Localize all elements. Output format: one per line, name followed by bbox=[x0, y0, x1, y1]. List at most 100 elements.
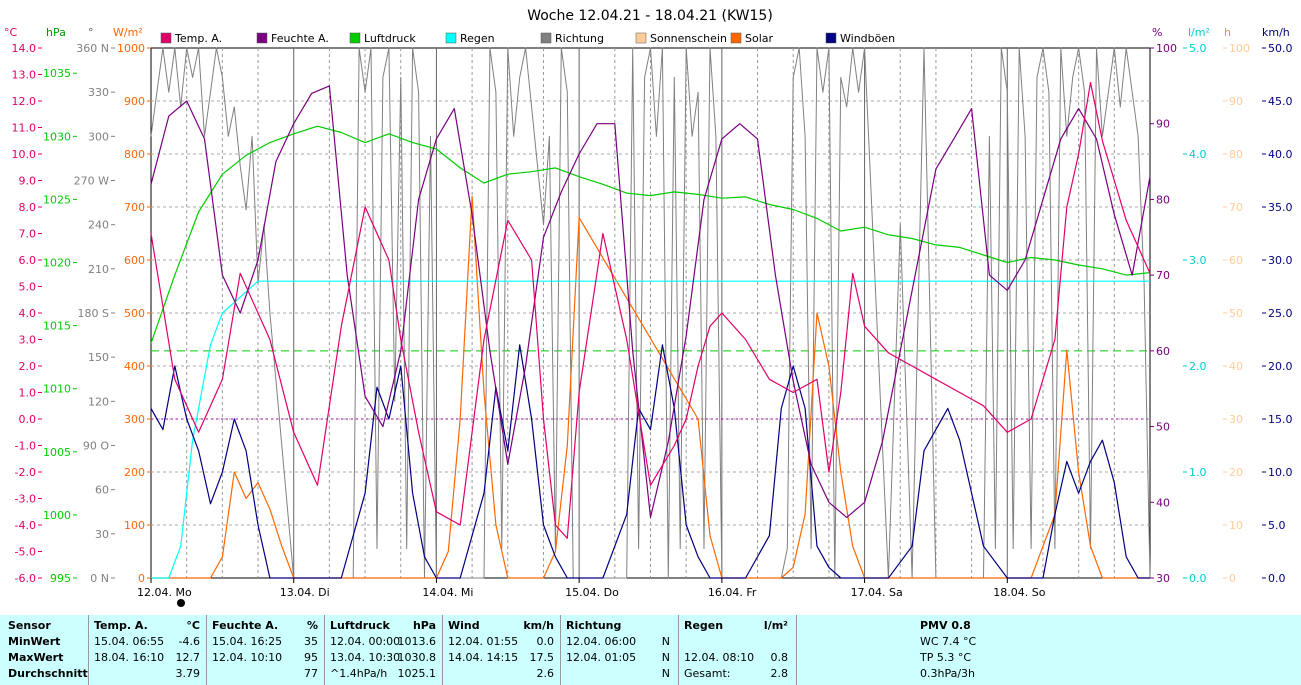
current-day-marker bbox=[177, 599, 185, 607]
tick-solar-10: 0 bbox=[138, 572, 145, 585]
series-temp-a- bbox=[150, 81, 1151, 539]
unit-sun: h bbox=[1224, 26, 1231, 39]
tick-pressure-2: 1025 bbox=[43, 193, 71, 206]
tick-temp-10: 4.0 bbox=[19, 307, 37, 320]
tick-sun-3: 70 bbox=[1229, 201, 1243, 214]
tick-solar-9: 100 bbox=[124, 519, 145, 532]
legend-swatch-3 bbox=[445, 32, 457, 44]
x-label-0: 12.04. Mo bbox=[137, 586, 192, 599]
temp-min-value: -4.6 bbox=[178, 635, 200, 648]
x-label-5: 17.04. Sa bbox=[851, 586, 903, 599]
tick-sun-1: 90 bbox=[1229, 95, 1243, 108]
tick-wind-5: 25.0 bbox=[1268, 307, 1293, 320]
dir-min-time: 12.04. 06:00 bbox=[566, 635, 637, 648]
hum-max-value: 95 bbox=[304, 651, 318, 664]
tick-rain-1: 4.0 bbox=[1189, 148, 1207, 161]
tick-rain-5: 0.0 bbox=[1189, 572, 1207, 585]
tick-direction-6: 180 S bbox=[78, 307, 109, 320]
tick-sun-10: 0 bbox=[1229, 572, 1236, 585]
hdr-hum: Feuchte A. bbox=[212, 619, 279, 632]
x-label-2: 14.04. Mi bbox=[422, 586, 473, 599]
hum-min-time: 15.04. 16:25 bbox=[212, 635, 283, 648]
tick-humidity-0: 100 bbox=[1156, 42, 1177, 55]
legend-label-5: Sonnenschein bbox=[650, 32, 727, 45]
tick-temp-18: -4.0 bbox=[15, 519, 36, 532]
series-regen bbox=[151, 280, 1150, 579]
dir-max-value: N bbox=[661, 651, 670, 664]
tick-wind-6: 20.0 bbox=[1268, 360, 1293, 373]
hdr-dir: Richtung bbox=[566, 619, 622, 632]
rain-max-value: 0.8 bbox=[770, 651, 789, 664]
hdr-temp: Temp. A. bbox=[94, 619, 148, 632]
chart-title: Woche 12.04.21 - 18.04.21 (KW15) bbox=[527, 8, 773, 24]
hdr-sensor: Sensor bbox=[8, 619, 51, 632]
unit-rain: l/m² bbox=[1188, 26, 1210, 39]
temp-min-time: 15.04. 06:55 bbox=[94, 635, 165, 648]
hdr-temp-unit: °C bbox=[186, 619, 200, 632]
tick-pressure-8: 995 bbox=[50, 572, 71, 585]
tick-humidity-6: 40 bbox=[1156, 496, 1170, 509]
row-label-avg: Durchschnitt bbox=[8, 667, 88, 680]
wind-min-time: 12.04. 01:55 bbox=[448, 635, 519, 648]
legend-label-7: Windböen bbox=[840, 32, 895, 45]
tick-temp-20: -6.0 bbox=[15, 572, 36, 585]
tick-temp-16: -2.0 bbox=[15, 466, 36, 479]
unit-wind: km/h bbox=[1262, 26, 1290, 39]
tick-solar-7: 300 bbox=[124, 413, 145, 426]
tick-solar-0: 1000 bbox=[117, 42, 145, 55]
hum-avg-value: 77 bbox=[304, 667, 318, 680]
pmv-pressure-trend: 0.3hPa/3h bbox=[920, 667, 976, 680]
tick-temp-5: 9.0 bbox=[19, 175, 37, 188]
tick-pressure-7: 1000 bbox=[43, 509, 71, 522]
tick-direction-4: 240 bbox=[88, 219, 109, 232]
tick-humidity-7: 30 bbox=[1156, 572, 1170, 585]
wind-min-value: 0.0 bbox=[536, 635, 555, 648]
tick-direction-12: 0 N bbox=[90, 572, 109, 585]
x-axis-labels: 12.04. Mo 13.04. Di 14.04. Mi 15.04. Do 16.0… bbox=[137, 578, 1046, 599]
tick-temp-3: 11.0 bbox=[12, 122, 37, 135]
tick-wind-3: 35.0 bbox=[1268, 201, 1293, 214]
tick-sun-8: 20 bbox=[1229, 466, 1243, 479]
wind-max-value: 17.5 bbox=[529, 651, 555, 664]
tick-temp-4: 10.0 bbox=[12, 148, 37, 161]
rain-total-label: Gesamt: bbox=[684, 667, 731, 680]
legend-swatch-2 bbox=[349, 32, 361, 44]
tick-temp-12: 2.0 bbox=[19, 360, 37, 373]
rain-max-time: 12.04. 08:10 bbox=[684, 651, 755, 664]
hdr-pmv: PMV 0.8 bbox=[920, 619, 971, 632]
tick-humidity-1: 90 bbox=[1156, 118, 1170, 131]
tick-pressure-1: 1030 bbox=[43, 130, 71, 143]
legend-label-6: Solar bbox=[745, 32, 774, 45]
rain-total-value: 2.8 bbox=[770, 667, 789, 680]
series-feuchte-a- bbox=[150, 85, 1151, 519]
tick-solar-1: 900 bbox=[124, 95, 145, 108]
legend-swatch-1 bbox=[256, 32, 268, 44]
tick-solar-4: 600 bbox=[124, 254, 145, 267]
tick-temp-11: 3.0 bbox=[19, 334, 37, 347]
tick-direction-2: 300 bbox=[88, 130, 109, 143]
press-min-time: 12.04. 00:00 bbox=[330, 635, 401, 648]
series-luftdruck bbox=[150, 125, 1151, 344]
hdr-wind-unit: km/h bbox=[523, 619, 554, 632]
tick-direction-11: 30 bbox=[95, 528, 109, 541]
dir-min-value: N bbox=[661, 635, 670, 648]
x-label-6: 18.04. So bbox=[993, 586, 1045, 599]
tick-direction-3: 270 W bbox=[74, 175, 109, 188]
tick-temp-1: 13.0 bbox=[12, 69, 37, 82]
tick-sun-0: 100 bbox=[1229, 42, 1250, 55]
tick-direction-8: 120 bbox=[88, 395, 109, 408]
legend-swatch-6 bbox=[730, 32, 742, 44]
legend: Temp. A. Feuchte A. Luftdruck Regen Richtung… bbox=[160, 32, 895, 45]
tick-direction-5: 210 bbox=[88, 263, 109, 276]
axis-units: °C hPa W/m² °% l/m² h km/h bbox=[4, 26, 1290, 39]
tick-rain-0: 5.0 bbox=[1189, 42, 1207, 55]
tick-direction-1: 330 bbox=[88, 86, 109, 99]
temp-max-time: 18.04. 16:10 bbox=[94, 651, 165, 664]
tick-temp-7: 7.0 bbox=[19, 228, 37, 241]
hum-max-time: 12.04. 10:10 bbox=[212, 651, 283, 664]
tick-wind-4: 30.0 bbox=[1268, 254, 1293, 267]
press-max-value: 1030.8 bbox=[397, 651, 437, 664]
hdr-rain: Regen bbox=[684, 619, 724, 632]
unit-temp: °C bbox=[4, 26, 18, 39]
tick-wind-10: 0.0 bbox=[1268, 572, 1286, 585]
